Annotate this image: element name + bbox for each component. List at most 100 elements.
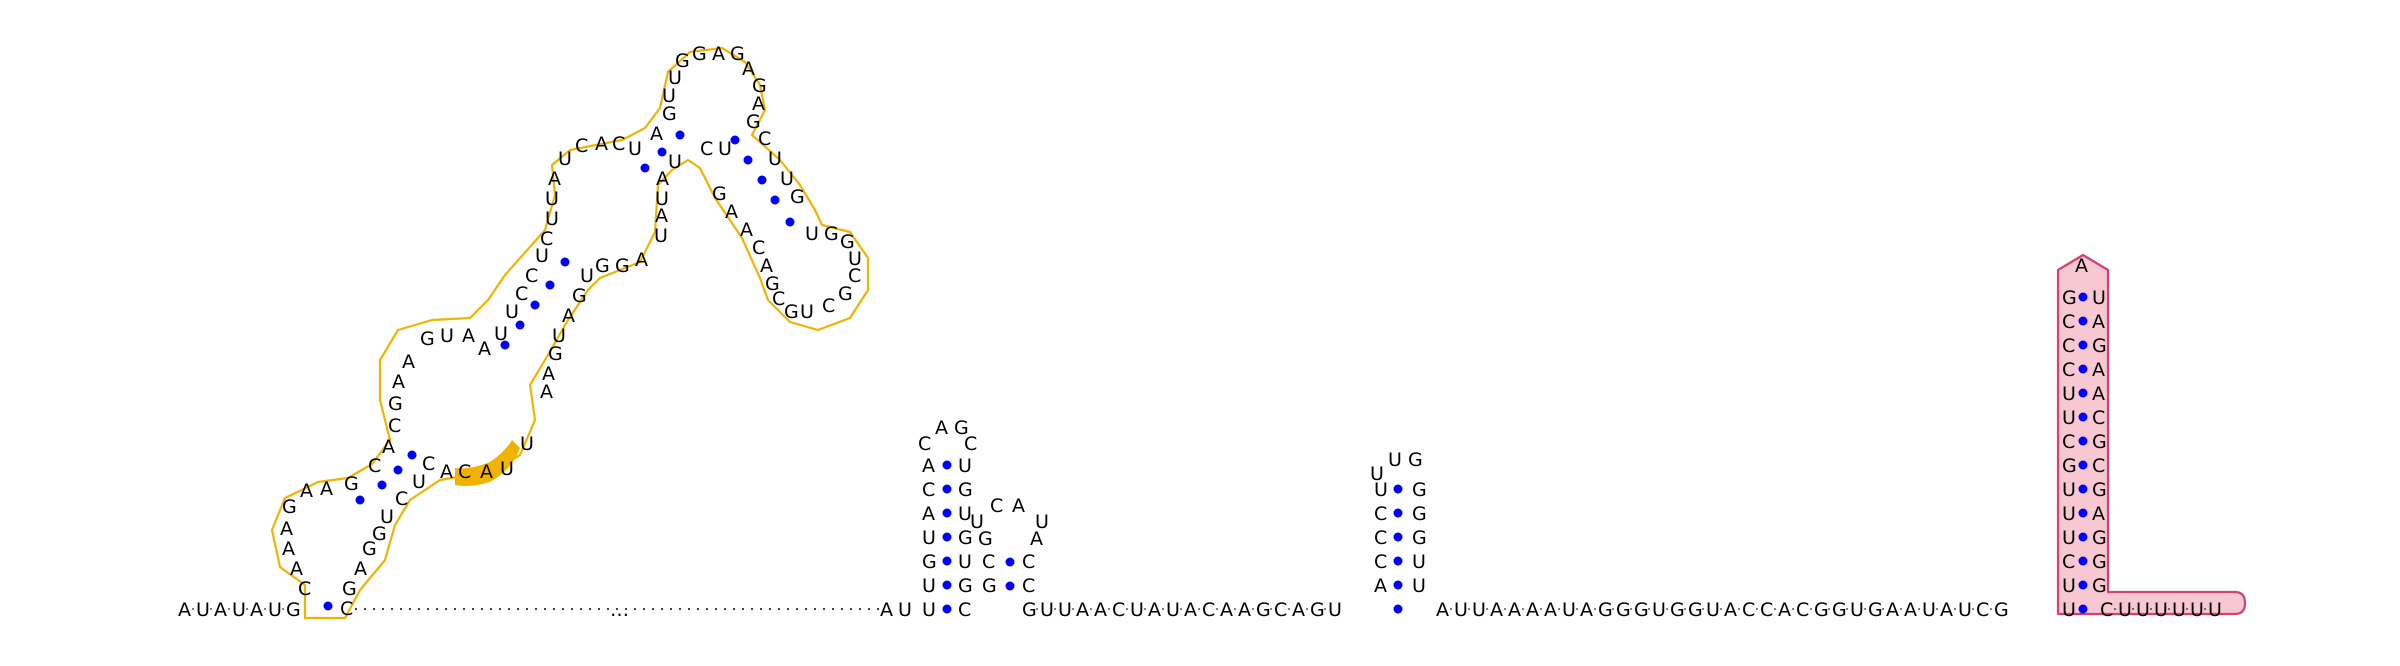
nucleotide: A bbox=[1238, 599, 1251, 621]
svg-text:G: G bbox=[662, 103, 677, 125]
nucleotide: G bbox=[286, 599, 301, 621]
nucleotide: U bbox=[1472, 599, 1486, 621]
nucleotide: C bbox=[1760, 599, 1773, 621]
svg-text:C: C bbox=[525, 265, 538, 287]
svg-text:G: G bbox=[342, 578, 357, 600]
svg-text:U: U bbox=[505, 301, 519, 323]
nucleotide: C bbox=[2062, 551, 2075, 573]
nucleotide: U bbox=[1562, 599, 1576, 621]
domain-outline bbox=[270, 46, 870, 620]
nucleotide: C bbox=[1374, 503, 1387, 525]
base-pair-dot bbox=[1393, 604, 1403, 614]
svg-text:C: C bbox=[752, 237, 765, 259]
svg-text:A: A bbox=[655, 205, 668, 227]
nucleotide: G bbox=[1412, 479, 1427, 501]
base-pair-dot bbox=[785, 217, 795, 227]
nucleotide: A bbox=[1076, 599, 1089, 621]
svg-text:U: U bbox=[520, 433, 534, 455]
nucleotide: A bbox=[250, 599, 263, 621]
nucleotide: U bbox=[958, 551, 972, 573]
base-pair-dot bbox=[2078, 412, 2088, 422]
nucleotide: U bbox=[1706, 599, 1720, 621]
svg-text:U: U bbox=[970, 511, 984, 533]
base-pair-dot bbox=[730, 135, 740, 145]
svg-text:G: G bbox=[730, 43, 745, 65]
svg-text:U: U bbox=[668, 151, 682, 173]
svg-text:G: G bbox=[790, 186, 805, 208]
svg-text:C: C bbox=[612, 133, 625, 155]
svg-text:G: G bbox=[824, 223, 839, 245]
svg-text:G: G bbox=[982, 575, 997, 597]
nucleotide: G bbox=[2092, 551, 2107, 573]
svg-text:A: A bbox=[478, 338, 491, 360]
nucleotide: C bbox=[1742, 599, 1755, 621]
nucleotide: U bbox=[232, 599, 246, 621]
nucleotide: A bbox=[1374, 575, 1387, 597]
nucleotide: A bbox=[1544, 599, 1557, 621]
svg-text:U: U bbox=[655, 188, 669, 210]
base-pair-dot bbox=[942, 484, 952, 494]
svg-text:G: G bbox=[675, 50, 690, 72]
nucleotide: U bbox=[1454, 599, 1468, 621]
svg-text:C: C bbox=[515, 283, 528, 305]
nucleotide: G bbox=[958, 527, 973, 549]
nucleotide: U bbox=[2118, 599, 2132, 621]
nucleotide: G bbox=[1408, 449, 1423, 471]
svg-text:U: U bbox=[412, 471, 426, 493]
svg-text:A: A bbox=[542, 363, 555, 385]
svg-text:A: A bbox=[650, 123, 663, 145]
nucleotide: A bbox=[2092, 359, 2105, 381]
nucleotide: A bbox=[880, 599, 893, 621]
svg-text:A: A bbox=[742, 58, 755, 80]
svg-text:G: G bbox=[420, 328, 435, 350]
nucleotide: U bbox=[268, 599, 282, 621]
hairpin-3: A UC UC GC GU GUU G bbox=[1370, 449, 1427, 614]
svg-text:G: G bbox=[765, 273, 780, 295]
svg-text:G: G bbox=[752, 75, 767, 97]
nucleotide: U bbox=[2190, 599, 2204, 621]
nucleotide: A bbox=[1724, 599, 1737, 621]
nucleotide: G bbox=[1412, 503, 1427, 525]
nucleotide: G bbox=[1412, 527, 1427, 549]
base-pair-dot bbox=[377, 480, 387, 490]
svg-text:U: U bbox=[718, 138, 732, 160]
svg-text:U: U bbox=[580, 265, 594, 287]
base-pair-dot bbox=[942, 556, 952, 566]
base-pair-dot bbox=[1393, 556, 1403, 566]
nucleotide: A bbox=[214, 599, 227, 621]
nucleotide: G bbox=[1670, 599, 1685, 621]
nucleotide: G bbox=[2062, 455, 2077, 477]
svg-text:C: C bbox=[1022, 551, 1035, 573]
nucleotide: G bbox=[2062, 287, 2077, 309]
nucleotide: G bbox=[1688, 599, 1703, 621]
nucleotide: A bbox=[1904, 599, 1917, 621]
nucleotide: G bbox=[1814, 599, 1829, 621]
terminator-outline bbox=[2056, 253, 2247, 616]
svg-text:C: C bbox=[422, 453, 435, 475]
nucleotide: U bbox=[1328, 599, 1342, 621]
nucleotide: G bbox=[922, 551, 937, 573]
svg-text:G: G bbox=[572, 285, 587, 307]
base-pair-dot bbox=[1393, 508, 1403, 518]
svg-text:G: G bbox=[840, 231, 855, 253]
svg-text:A: A bbox=[740, 219, 753, 241]
svg-text:A: A bbox=[548, 168, 561, 190]
svg-text:G: G bbox=[362, 538, 377, 560]
svg-text:A: A bbox=[300, 480, 313, 502]
svg-text:A: A bbox=[562, 305, 575, 327]
svg-text:C: C bbox=[458, 461, 471, 483]
nucleotide: U bbox=[2136, 599, 2150, 621]
hairpin-1: U CU GG UU GA UC GA UCA GC bbox=[918, 417, 977, 621]
base-pair-dot bbox=[407, 450, 417, 460]
base-pair-dot bbox=[515, 320, 525, 330]
nucleotide: A bbox=[1292, 599, 1305, 621]
svg-text:U: U bbox=[628, 138, 642, 160]
svg-text:A: A bbox=[440, 461, 453, 483]
base-pair-dot bbox=[942, 508, 952, 518]
base-pair-dot bbox=[2078, 316, 2088, 326]
nucleotide: G bbox=[958, 575, 973, 597]
nucleotide: U bbox=[2154, 599, 2168, 621]
nucleotide: U bbox=[2172, 599, 2186, 621]
nucleotide: C bbox=[958, 599, 971, 621]
svg-text:A: A bbox=[280, 518, 293, 540]
